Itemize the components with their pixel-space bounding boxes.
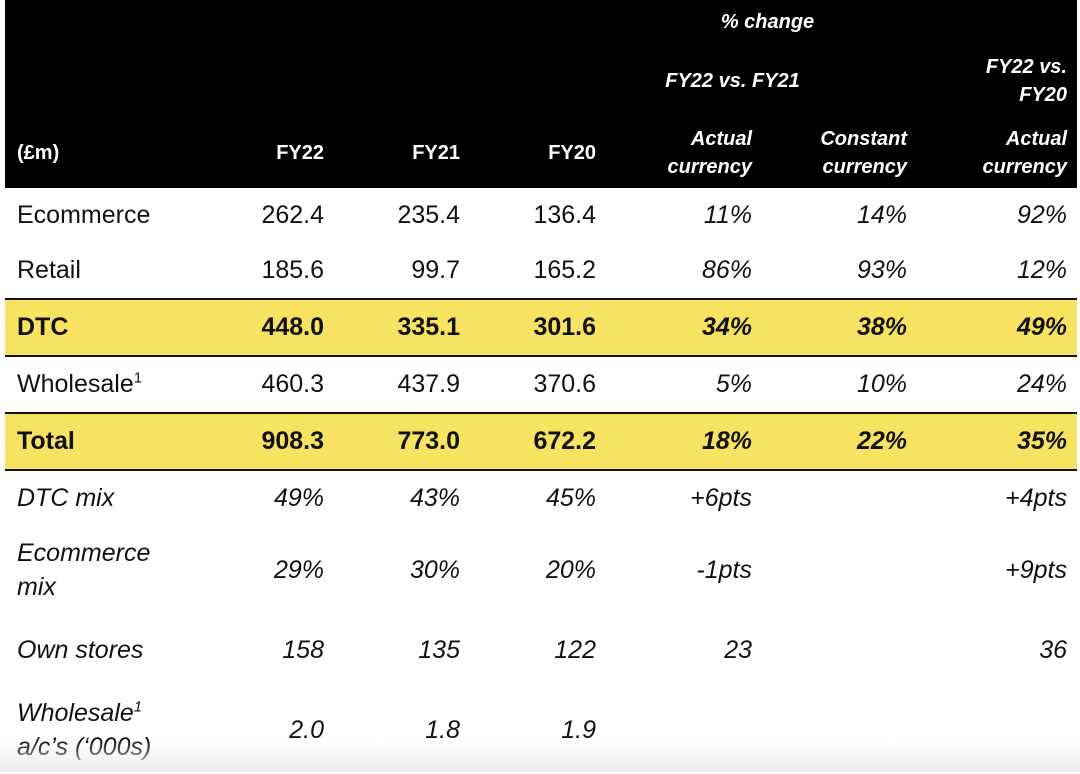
- row-label: Ecommerce: [17, 201, 151, 229]
- cell-fy22: 908.3: [198, 412, 334, 471]
- row-label: Ecommerce mix: [17, 539, 151, 601]
- cell-fy21: 437.9: [397, 370, 460, 398]
- cell-constant-vs-fy21: [762, 686, 917, 774]
- cell-fy22: 185.6: [261, 256, 324, 284]
- fy22-vs-fy20-heading: FY22 vs. FY20: [985, 56, 1067, 106]
- cell-fy20: 301.6: [470, 298, 606, 357]
- cell-actual-vs-fy20: [917, 686, 1077, 774]
- table-row-dtc: DTC 448.0 335.1 301.6 34% 38% 49%: [5, 298, 1077, 357]
- cell-actual-vs-fy21: 11%: [703, 201, 752, 229]
- cell-actual-vs-fy20: 12%: [1016, 256, 1067, 284]
- unit-label: (£m): [17, 142, 60, 164]
- row-label: Own stores: [17, 635, 144, 664]
- table-row-total: Total 908.3 773.0 672.2 18% 22% 35%: [5, 412, 1077, 471]
- cell-actual-vs-fy20: +4pts: [1005, 484, 1067, 512]
- cell-fy22: 158: [282, 635, 324, 664]
- cell-fy21: 99.7: [411, 256, 460, 284]
- table-row-ecommerce-mix: Ecommerce mix 29% 30% 20% -1pts +9pts: [5, 526, 1077, 614]
- header-row-pct-change: % change: [5, 0, 1077, 44]
- table-row-ecommerce: Ecommerce 262.4 235.4 136.4 11% 14% 92%: [5, 188, 1077, 243]
- cell-fy22: 49%: [273, 484, 324, 512]
- cell-actual-vs-fy20: 49%: [917, 298, 1077, 357]
- cell-actual-vs-fy21: [606, 686, 762, 774]
- table-row-own-stores: Own stores 158 135 122 23 36: [5, 614, 1077, 686]
- revenue-table: % change FY22 vs. FY21 FY22 vs. FY20 (£m…: [5, 0, 1077, 774]
- row-label: DTC mix: [17, 484, 115, 512]
- cell-fy20: 1.9: [561, 716, 596, 744]
- cell-fy20: 122: [554, 635, 596, 664]
- row-label: Wholesale1: [17, 369, 143, 398]
- table-header: % change FY22 vs. FY21 FY22 vs. FY20 (£m…: [5, 0, 1077, 188]
- cell-constant-vs-fy21: 10%: [856, 370, 907, 398]
- col-header-fy21: FY21: [412, 142, 460, 164]
- cell-actual-vs-fy21: 23: [724, 635, 752, 664]
- col-header-constant-currency: Constant currency: [820, 128, 907, 178]
- cell-fy22: 2.0: [289, 716, 324, 744]
- row-label: DTC: [5, 298, 198, 357]
- table-row-wholesale: Wholesale1 460.3 437.9 370.6 5% 10% 24%: [5, 356, 1077, 413]
- footnote-marker: 1: [133, 698, 143, 716]
- cell-fy20: 20%: [545, 556, 596, 584]
- cell-actual-vs-fy20: 35%: [917, 412, 1077, 471]
- cell-actual-vs-fy21: +6pts: [690, 484, 752, 512]
- cell-actual-vs-fy20: 24%: [1016, 370, 1067, 398]
- row-label: Retail: [17, 256, 81, 284]
- cell-actual-vs-fy21: 34%: [606, 298, 762, 357]
- cell-fy20: 136.4: [533, 201, 596, 229]
- cell-actual-vs-fy21: -1pts: [696, 556, 752, 584]
- cell-fy22: 448.0: [198, 298, 334, 357]
- col-header-actual-currency-fy20: Actual currency: [982, 128, 1068, 178]
- cell-constant-vs-fy21: 93%: [856, 256, 907, 284]
- cell-fy22: 460.3: [261, 370, 324, 398]
- row-label: Total: [5, 412, 198, 471]
- cell-fy21: 335.1: [334, 298, 470, 357]
- cell-fy21: 773.0: [334, 412, 470, 471]
- table-body: Ecommerce 262.4 235.4 136.4 11% 14% 92% …: [5, 188, 1077, 774]
- cell-fy20: 45%: [545, 484, 596, 512]
- cell-fy20: 672.2: [470, 412, 606, 471]
- cell-constant-vs-fy21: 22%: [762, 412, 917, 471]
- cell-actual-vs-fy21: 5%: [715, 370, 752, 398]
- cell-actual-vs-fy20: 92%: [1016, 201, 1067, 229]
- table-row-retail: Retail 185.6 99.7 165.2 86% 93% 12%: [5, 243, 1077, 299]
- cell-fy20: 370.6: [533, 370, 596, 398]
- cell-fy21: 135: [418, 635, 460, 664]
- col-header-actual-currency-fy21: Actual currency: [667, 128, 753, 178]
- table-row-wholesale-accounts: Wholesale1 a/c’s (‘000s) 2.0 1.8 1.9: [5, 686, 1077, 774]
- cell-fy21: 43%: [409, 484, 460, 512]
- col-header-fy22: FY22: [276, 142, 324, 164]
- cell-constant-vs-fy21: 14%: [856, 201, 907, 229]
- cell-actual-vs-fy21: 18%: [606, 412, 762, 471]
- cell-fy22: 29%: [273, 556, 324, 584]
- cell-constant-vs-fy21: [762, 470, 917, 526]
- fy22-vs-fy21-heading: FY22 vs. FY21: [665, 70, 800, 92]
- col-header-fy20: FY20: [548, 142, 596, 164]
- cell-fy21: 1.8: [425, 716, 460, 744]
- pct-change-heading: % change: [720, 11, 815, 33]
- cell-fy21: 235.4: [397, 201, 460, 229]
- row-label: Wholesale1 a/c’s (‘000s): [17, 698, 152, 761]
- cell-fy20: 165.2: [533, 256, 596, 284]
- cell-actual-vs-fy21: 86%: [701, 256, 752, 284]
- header-row-comparisons: FY22 vs. FY21 FY22 vs. FY20: [5, 44, 1077, 118]
- header-row-columns: (£m) FY22 FY21 FY20 Actual currency Cons…: [5, 118, 1077, 188]
- cell-fy22: 262.4: [261, 201, 324, 229]
- cell-constant-vs-fy21: [762, 526, 917, 614]
- table-row-dtc-mix: DTC mix 49% 43% 45% +6pts +4pts: [5, 470, 1077, 526]
- cell-fy21: 30%: [409, 556, 460, 584]
- cell-constant-vs-fy21: 38%: [762, 298, 917, 357]
- footnote-marker: 1: [133, 369, 143, 387]
- cell-constant-vs-fy21: [762, 614, 917, 686]
- cell-actual-vs-fy20: +9pts: [1005, 556, 1067, 584]
- cell-actual-vs-fy20: 36: [1039, 635, 1067, 664]
